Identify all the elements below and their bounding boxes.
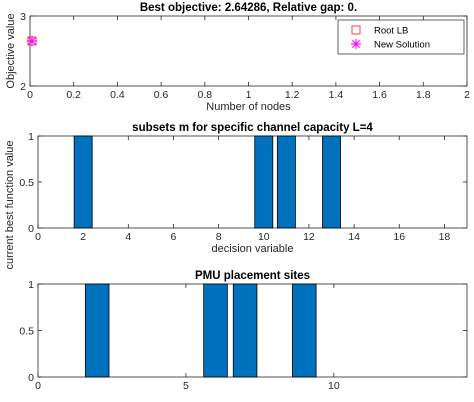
y-tick-label: 3: [20, 11, 26, 23]
bar-6: [203, 283, 228, 378]
x-tick-label: 1: [246, 89, 252, 101]
legend-marker-asterisk: [351, 39, 361, 49]
x-tick-label: 5: [183, 380, 189, 392]
legend-entry: Root LB: [374, 26, 408, 37]
point-new-solution: [27, 35, 37, 46]
x-tick-label: 1.4: [329, 89, 344, 101]
y-tick-label: 2: [20, 81, 26, 93]
bar-2: [73, 135, 93, 229]
y-tick-label: 1: [28, 131, 34, 143]
x-tick-label: 1.8: [416, 89, 431, 101]
x-tick-label: 0.6: [154, 89, 169, 101]
y-tick-label: 0.5: [19, 326, 34, 338]
chart-title: PMU placement sites: [195, 270, 310, 282]
subplot-2: subsets m for specific channel capacity …: [19, 122, 468, 255]
y-tick-label: 1: [28, 279, 34, 291]
legend-marker-square: [351, 25, 361, 35]
legend-box: [337, 19, 465, 55]
x-tick-label: 0.8: [197, 89, 212, 101]
x-tick-label: 2: [80, 231, 86, 243]
chart-title: subsets m for specific channel capacity …: [132, 122, 373, 134]
x-axis-label: decision variable: [212, 243, 294, 255]
x-tick-label: 0: [35, 231, 41, 243]
x-axis-label: Number of nodes: [206, 101, 291, 113]
x-tick-label: 10: [258, 231, 270, 243]
x-tick-label: 0: [35, 380, 41, 392]
legend-entry: New Solution: [374, 40, 430, 51]
x-tick-label: 0.2: [66, 89, 81, 101]
bar-7: [232, 283, 258, 378]
x-tick-label: 1.6: [372, 89, 387, 101]
x-tick-label: 0.4: [110, 89, 125, 101]
x-tick-label: 14: [348, 231, 360, 243]
x-tick-label: 8: [216, 231, 222, 243]
bar-2: [84, 283, 110, 378]
bar-10: [254, 135, 274, 229]
legend: Root LB New Solution: [337, 19, 465, 55]
asterisk-stroke: [28, 37, 36, 45]
x-tick-label: 4: [125, 231, 131, 243]
bar-13: [322, 135, 341, 229]
x-tick-label: 10: [328, 380, 340, 392]
asterisk-stroke: [352, 40, 360, 48]
y-axis-label: Objective value: [5, 13, 17, 88]
bar-9: [292, 283, 317, 378]
y-tick-label: 0: [28, 223, 34, 235]
x-tick-label: 2: [464, 89, 470, 101]
axes-box: [37, 135, 468, 229]
x-tick-label: 6: [171, 231, 177, 243]
subplot-3: PMU placement sites 0 5 10 0 0.5 1: [19, 270, 468, 392]
x-tick-label: 1.2: [285, 89, 300, 101]
subplot-1: Best objective: 2.64286, Relative gap: 0…: [5, 2, 470, 113]
bar-11: [276, 135, 296, 229]
x-tick-label: 12: [303, 231, 315, 243]
x-tick-label: 0: [27, 89, 33, 101]
chart-title: Best objective: 2.64286, Relative gap: 0…: [140, 2, 357, 14]
y-tick-label: 0.5: [19, 177, 34, 189]
x-tick-label: 16: [393, 231, 405, 243]
y-tick-label: 0: [28, 372, 34, 384]
shared-y-axis-label: current best function value: [4, 140, 16, 269]
x-tick-label: 18: [439, 231, 451, 243]
